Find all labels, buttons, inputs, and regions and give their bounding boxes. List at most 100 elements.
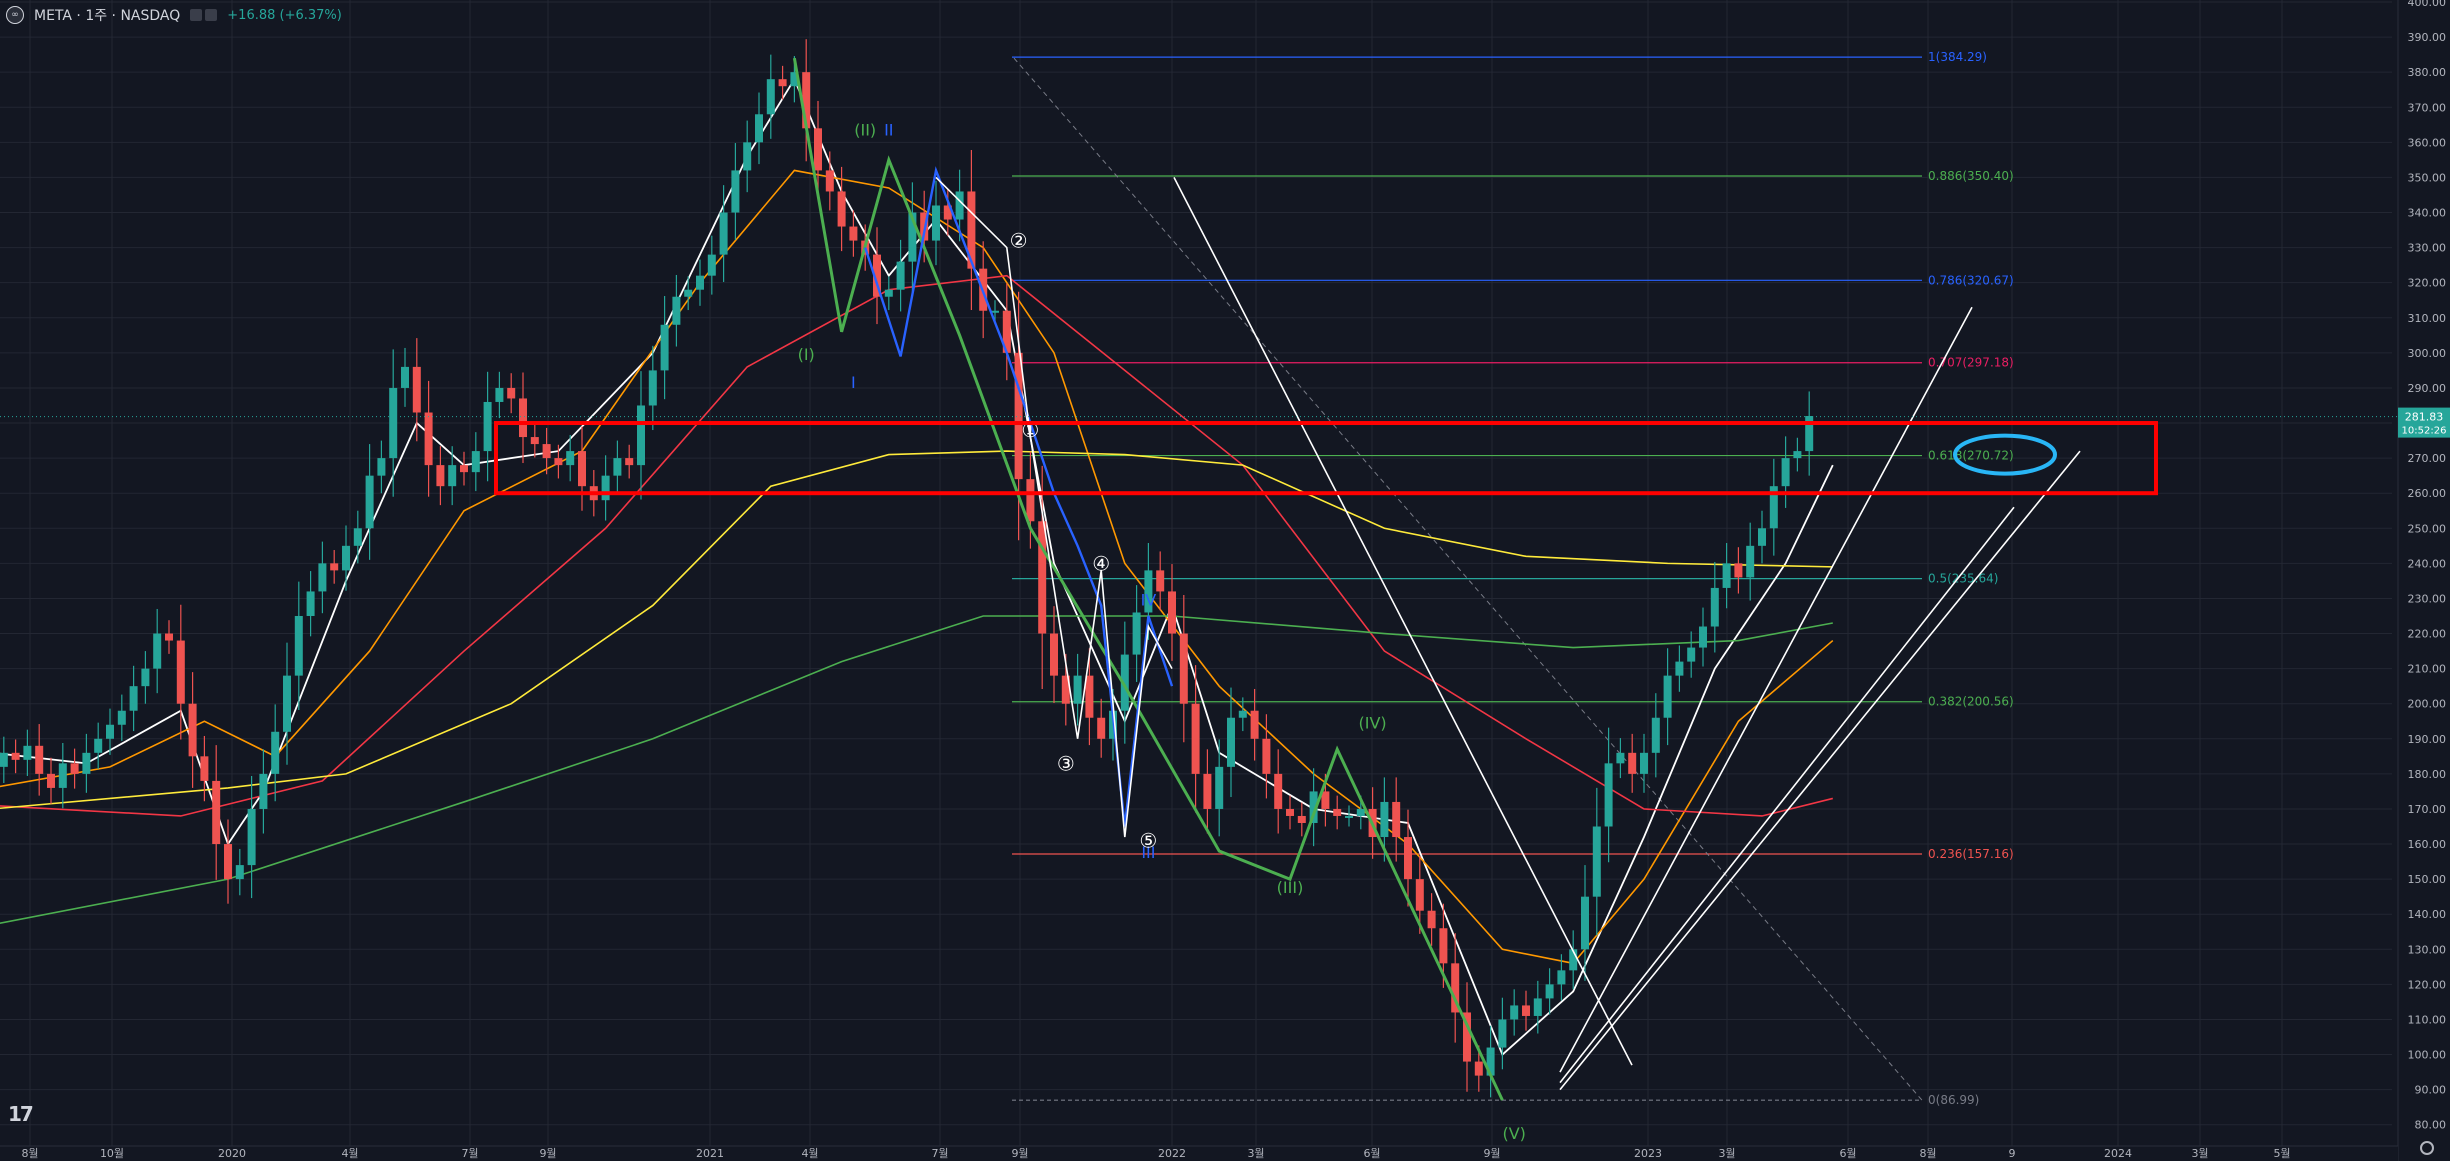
settings-icon[interactable] (2420, 1141, 2434, 1155)
fib-label: 0.886(350.40) (1928, 169, 2014, 183)
price-tick-label: 300.00 (2408, 347, 2447, 360)
candle-body (542, 444, 551, 459)
candle-body (696, 275, 704, 290)
candle-body (1604, 763, 1613, 827)
candle-body (1002, 310, 1011, 353)
candle-body (932, 205, 940, 241)
symbol-header: ∞ META · 1주 · NASDAQ +16.88 (+6.37%) (6, 4, 342, 26)
last-price-tag (2398, 407, 2450, 438)
wave-label: ③ (1057, 751, 1075, 775)
tradingview-logo-icon[interactable]: 17 (8, 1102, 34, 1126)
trendline (1173, 177, 1633, 1066)
candle-body (1132, 612, 1141, 655)
price-tick-label: 150.00 (2408, 873, 2447, 886)
price-tick-label: 350.00 (2408, 171, 2447, 184)
candle-body (684, 289, 693, 297)
ma-yellow-line (0, 450, 1833, 810)
candle-body (1286, 808, 1294, 816)
fib-label: 0(86.99) (1928, 1093, 1979, 1107)
time-tick-label: 5월 (2273, 1147, 2290, 1160)
marker-icon (190, 9, 203, 21)
price-tick-label: 390.00 (2408, 31, 2447, 44)
price-tick-label: 90.00 (2415, 1084, 2447, 1097)
candle-body (1415, 879, 1424, 911)
time-axis-bg (0, 1146, 2398, 1161)
wave-label: I (851, 373, 856, 392)
candle-body (412, 366, 421, 413)
price-tick-label: 140.00 (2408, 908, 2447, 921)
candle-body (176, 640, 185, 704)
candle-body (224, 844, 232, 880)
candle-body (1722, 563, 1731, 588)
candle-body (1734, 563, 1743, 578)
candle-body (436, 465, 445, 487)
candle-body (943, 205, 952, 220)
candle-body (578, 451, 586, 487)
candle-body (530, 437, 539, 445)
candle-body (1581, 896, 1589, 950)
candle-body (1663, 675, 1672, 718)
candle-body (707, 254, 716, 276)
candle-body (755, 114, 763, 143)
candle-body (1651, 717, 1660, 753)
candle-body (235, 865, 244, 880)
price-tick-label: 310.00 (2408, 312, 2447, 325)
candle-body (389, 387, 398, 459)
fib-label: 0.236(157.16) (1928, 847, 2014, 861)
wave-green-line (792, 57, 1504, 1101)
fib-label: 0.786(320.67) (1928, 273, 2014, 287)
time-tick-label: 2023 (1634, 1147, 1662, 1160)
candle-body (507, 387, 516, 399)
candle-body (1073, 675, 1082, 704)
candle-body (294, 615, 303, 676)
candle-body (1498, 1019, 1507, 1048)
wave-label: ⑤ (1139, 829, 1157, 853)
candle-body (1451, 963, 1460, 1013)
candle-body (1699, 626, 1707, 648)
price-tick-label: 180.00 (2408, 768, 2447, 781)
symbol-line[interactable]: META · 1주 · NASDAQ (34, 8, 181, 24)
fib-label: 0.382(200.56) (1928, 695, 2014, 709)
wave-label: II (884, 120, 893, 139)
time-tick-label: 6월 (1363, 1147, 1380, 1160)
candle-body (47, 773, 55, 788)
candle-body (1746, 545, 1755, 578)
candle-body (1640, 752, 1648, 774)
indicator-markers[interactable] (190, 9, 218, 21)
candle-body (259, 773, 268, 809)
time-axis[interactable]: 8월 10월 2020 4월 7월 9월 2021 4월 7월 9월 2022 3월 6월 9월 2023 3… (0, 1145, 2398, 1161)
time-tick-label: 6월 (1839, 1147, 1856, 1160)
candle-body (1675, 661, 1684, 676)
wave-label: ② (1010, 229, 1028, 253)
price-change: +16.88 (+6.37%) (227, 7, 342, 23)
fib-label: 0.5(235.64) (1928, 572, 1998, 586)
candle-body (766, 79, 775, 115)
candle-body (365, 475, 374, 529)
marker-icon (205, 9, 218, 21)
time-tick-label: 2021 (696, 1147, 724, 1160)
candle-body (1050, 633, 1058, 676)
candle-body (896, 261, 905, 290)
candle-body (519, 398, 527, 438)
candle-body (1769, 486, 1778, 529)
candle-body (884, 289, 893, 297)
candle-body (460, 465, 468, 473)
time-tick-label: 3월 (2191, 1147, 2208, 1160)
candle-body (1616, 752, 1625, 764)
candle-body (129, 686, 138, 711)
price-tick-label: 110.00 (2408, 1013, 2447, 1026)
price-tick-label: 290.00 (2408, 382, 2447, 395)
price-tick-label: 220.00 (2408, 628, 2447, 641)
trendline (1559, 450, 2081, 1091)
candle-body (1203, 773, 1212, 809)
time-tick-label: 3월 (1247, 1147, 1264, 1160)
wave-label: (I) (798, 345, 815, 364)
candle-body (731, 170, 740, 213)
candle-body (1687, 647, 1696, 662)
price-tick-label: 80.00 (2415, 1119, 2447, 1132)
candle-body (11, 752, 20, 760)
candle-body (271, 731, 280, 774)
candle-body (471, 451, 480, 473)
